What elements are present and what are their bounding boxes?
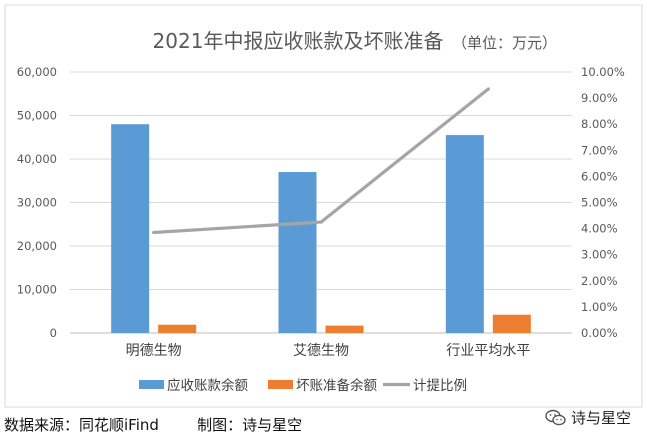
data-source-text: 数据来源：同花顺iFind — [4, 416, 159, 434]
watermark: 诗与星空 — [545, 407, 631, 428]
y-right-tick-label: 1.00% — [581, 300, 618, 314]
y-right-tick-label: 4.00% — [581, 222, 618, 236]
y-right-tick-label: 0.00% — [581, 326, 618, 340]
y-right-tick-label: 7.00% — [581, 143, 618, 157]
y-left-tick-label: 20,000 — [17, 239, 57, 253]
y-axis-left: 0 10,000 20,000 30,000 40,000 50,000 60,000 — [17, 65, 57, 340]
chart-subtitle: （单位：万元） — [452, 34, 557, 52]
chart-title: 2021年中报应收账款及坏账准备 — [153, 29, 444, 53]
line-point — [319, 220, 323, 224]
x-tick-label: 行业平均水平 — [446, 343, 530, 359]
watermark-text: 诗与星空 — [570, 409, 631, 427]
y-left-tick-label: 30,000 — [17, 196, 57, 210]
y-right-tick-label: 3.00% — [581, 248, 618, 262]
bar — [445, 135, 484, 333]
y-right-tick-label: 10.00% — [581, 65, 625, 79]
legend-swatch — [268, 380, 293, 389]
bar — [492, 314, 531, 333]
legend-swatch — [139, 380, 164, 389]
line-series — [152, 87, 490, 235]
y-right-tick-label: 8.00% — [581, 117, 618, 131]
chart-maker-text: 制图：诗与星空 — [197, 416, 303, 434]
y-axis-right: 0.00% 1.00% 2.00% 3.00% 4.00% 5.00% 6.00% 7.00%… — [581, 65, 625, 340]
footer: 数据来源：同花顺iFind 制图：诗与星空 — [4, 414, 302, 435]
legend-label: 计提比例 — [413, 378, 467, 394]
line-point — [152, 230, 156, 235]
bar — [111, 124, 150, 333]
bar — [278, 172, 317, 333]
y-left-tick-label: 10,000 — [17, 283, 57, 297]
bar — [325, 325, 364, 333]
y-left-tick-label: 40,000 — [17, 152, 57, 166]
wechat-icon — [545, 409, 566, 425]
bars — [111, 124, 531, 333]
y-right-tick-label: 5.00% — [581, 196, 618, 210]
y-right-tick-label: 9.00% — [581, 91, 618, 105]
gridlines — [70, 71, 572, 334]
y-right-tick-label: 2.00% — [581, 274, 618, 288]
y-left-tick-label: 60,000 — [17, 65, 57, 79]
x-tick-label: 艾德生物 — [293, 343, 349, 359]
legend: 应收账款余额 坏账准备余额 计提比例 — [139, 377, 467, 394]
y-right-tick-label: 6.00% — [581, 169, 618, 183]
x-tick-label: 明德生物 — [126, 343, 182, 359]
bar — [158, 324, 197, 333]
x-axis: 明德生物 艾德生物 行业平均水平 — [126, 343, 531, 359]
legend-label: 应收账款余额 — [167, 377, 248, 394]
y-left-tick-label: 50,000 — [17, 109, 57, 123]
legend-label: 坏账准备余额 — [296, 377, 377, 394]
y-left-tick-label: 0 — [50, 326, 57, 340]
line-point — [486, 87, 490, 91]
